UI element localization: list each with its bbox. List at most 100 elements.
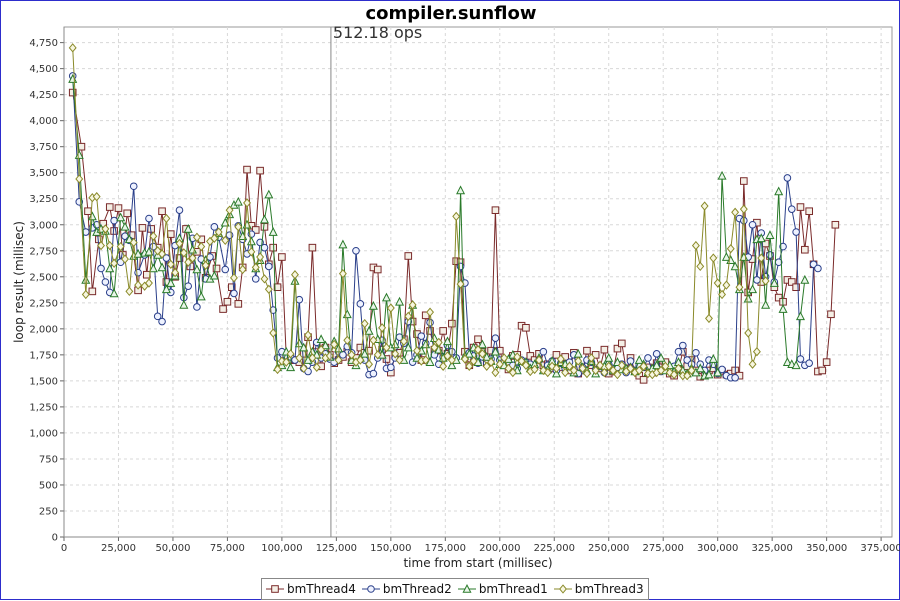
- data-point-bmThread4: [787, 278, 796, 286]
- data-point-bmThread3: [556, 354, 565, 364]
- x-tick-label: 175,000: [425, 543, 466, 554]
- data-point-bmThread1: [456, 185, 466, 195]
- legend-swatch-bmThread3: [553, 584, 572, 594]
- data-point-bmThread1: [320, 340, 330, 350]
- y-tick-label: 3,500: [29, 168, 58, 179]
- data-point-bmThread3: [404, 311, 413, 322]
- data-point-bmThread2: [805, 359, 814, 367]
- data-point-bmThread2: [193, 303, 201, 311]
- data-point-bmThread3: [282, 357, 291, 367]
- data-point-bmThread3: [347, 350, 356, 360]
- data-point-bmThread1: [303, 355, 313, 364]
- data-point-bmThread1: [360, 348, 370, 358]
- data-point-bmThread1: [144, 246, 154, 256]
- data-point-bmThread4: [740, 177, 748, 185]
- data-point-bmThread3: [201, 260, 210, 271]
- data-point-bmThread4: [526, 352, 535, 360]
- data-point-bmThread3: [578, 363, 587, 374]
- data-point-bmThread3: [657, 365, 665, 376]
- legend-swatch-bmThread4: [266, 585, 284, 593]
- data-point-bmThread3: [378, 323, 387, 333]
- data-point-bmThread3: [129, 237, 138, 248]
- data-point-bmThread3: [495, 359, 504, 369]
- data-point-bmThread3: [116, 241, 125, 252]
- data-point-bmThread4: [68, 88, 77, 97]
- data-point-bmThread3: [687, 365, 696, 376]
- data-point-bmThread1: [761, 299, 771, 309]
- data-point-bmThread2: [210, 223, 219, 231]
- data-point-bmThread1: [368, 300, 378, 310]
- x-tick-label: 25,000: [101, 543, 136, 554]
- data-point-bmThread3: [626, 363, 635, 374]
- data-point-bmThread3: [500, 353, 509, 363]
- data-point-bmThread3: [234, 222, 243, 232]
- data-point-bmThread2: [129, 182, 138, 191]
- data-point-bmThread3: [713, 278, 722, 288]
- x-tick-label: 375,000: [860, 543, 900, 554]
- data-point-bmThread3: [443, 351, 452, 361]
- data-point-bmThread3: [382, 342, 391, 353]
- data-point-bmThread2: [101, 278, 110, 286]
- data-point-bmThread2: [814, 264, 822, 273]
- data-point-bmThread3: [413, 346, 421, 356]
- data-point-bmThread3: [569, 365, 578, 376]
- y-tick-label: 4,250: [29, 90, 58, 101]
- data-point-bmThread3: [356, 355, 365, 365]
- data-point-bmThread3: [539, 365, 548, 376]
- data-point-bmThread1: [743, 293, 753, 303]
- data-point-bmThread1: [442, 336, 453, 346]
- data-point-bmThread3: [635, 365, 644, 376]
- data-point-bmThread3: [604, 361, 613, 371]
- data-point-bmThread1: [264, 189, 274, 199]
- data-point-bmThread3: [574, 356, 583, 366]
- data-point-bmThread4: [613, 344, 622, 353]
- data-point-bmThread1: [765, 230, 775, 239]
- data-point-bmThread3: [171, 267, 180, 278]
- data-point-bmThread2: [539, 347, 548, 356]
- x-tick-label: 250,000: [588, 543, 629, 554]
- data-point-bmThread3: [166, 259, 175, 269]
- data-point-bmThread4: [234, 300, 243, 308]
- y-tick-label: 3,750: [29, 142, 58, 153]
- data-point-bmThread3: [197, 241, 206, 252]
- data-point-bmThread4: [373, 265, 382, 274]
- data-point-bmThread1: [464, 348, 474, 358]
- data-point-bmThread2: [356, 300, 365, 308]
- data-point-bmThread1: [800, 274, 810, 284]
- data-point-bmThread4: [404, 252, 413, 260]
- data-point-bmThread3: [214, 227, 223, 237]
- data-point-bmThread1: [133, 248, 143, 258]
- data-point-bmThread4: [138, 224, 147, 232]
- data-point-bmThread4: [805, 207, 814, 216]
- data-point-bmThread2: [369, 369, 378, 378]
- data-point-bmThread3: [408, 300, 417, 310]
- data-point-bmThread3: [482, 361, 491, 371]
- data-point-bmThread3: [513, 352, 522, 362]
- y-tick-label: 1,000: [29, 428, 58, 439]
- data-point-bmThread2: [692, 348, 700, 357]
- data-point-bmThread3: [530, 364, 539, 375]
- data-point-bmThread4: [84, 207, 92, 216]
- data-point-bmThread3: [508, 367, 517, 378]
- data-point-bmThread3: [188, 253, 197, 263]
- data-point-bmThread1: [120, 221, 130, 231]
- data-point-bmThread1: [490, 346, 500, 356]
- data-point-bmThread2: [779, 242, 787, 251]
- legend: bmThread4 bmThread2 bmThread1 bmThread3: [261, 578, 649, 600]
- x-axis-label: time from start (millisec): [403, 556, 552, 570]
- data-point-bmThread3: [439, 361, 448, 371]
- data-point-bmThread1: [74, 150, 84, 159]
- data-point-bmThread3: [81, 289, 90, 300]
- data-point-bmThread1: [721, 252, 731, 261]
- y-tick-label: 4,750: [29, 38, 58, 49]
- data-point-bmThread3: [256, 252, 265, 262]
- data-point-bmThread4: [552, 351, 561, 359]
- data-point-bmThread2: [387, 363, 395, 372]
- data-point-bmThread3: [700, 201, 709, 211]
- legend-item-bmThread2: bmThread2: [361, 582, 452, 596]
- legend-label: bmThread4: [287, 582, 356, 596]
- data-point-bmThread1: [364, 325, 374, 335]
- x-tick-label: 225,000: [534, 543, 575, 554]
- data-point-bmThread4: [158, 207, 166, 216]
- data-point-bmThread3: [535, 355, 543, 365]
